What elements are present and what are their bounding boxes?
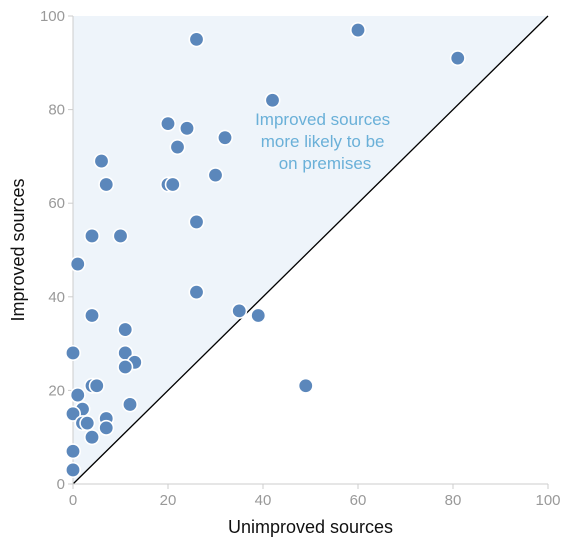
y-tick-label: 60: [48, 195, 65, 212]
x-tick-label: 20: [160, 492, 177, 509]
data-point: [65, 461, 82, 478]
data-point: [164, 176, 181, 193]
data-point: [98, 176, 115, 193]
y-tick-label: 0: [57, 476, 65, 493]
data-point: [179, 120, 196, 137]
data-point: [207, 167, 224, 184]
x-axis-title: Unimproved sources: [228, 517, 393, 537]
annotation-text: Improved sources more likely to be on pr…: [255, 110, 395, 173]
y-axis-title: Improved sources: [8, 178, 28, 321]
data-point: [65, 344, 82, 361]
x-tick-label: 100: [535, 492, 560, 509]
annotation-line-3: on premises: [279, 154, 372, 173]
x-axis-ticks: 0 20 40 60 80 100: [69, 484, 561, 509]
data-point: [117, 358, 134, 375]
data-point: [169, 139, 186, 156]
data-point: [84, 227, 101, 244]
data-point: [65, 405, 82, 422]
annotation-line-1: Improved sources: [255, 110, 390, 129]
data-point: [112, 227, 129, 244]
x-tick-label: 40: [255, 492, 272, 509]
x-tick-label: 80: [445, 492, 462, 509]
data-point: [69, 256, 86, 273]
y-axis-ticks: 0 20 40 60 80 100: [40, 8, 73, 493]
y-tick-label: 20: [48, 382, 65, 399]
data-point: [79, 415, 96, 432]
data-point: [93, 153, 110, 170]
y-tick-label: 80: [48, 102, 65, 119]
data-point: [69, 387, 86, 404]
x-tick-label: 60: [350, 492, 367, 509]
data-point: [188, 31, 205, 48]
data-point: [250, 307, 267, 324]
data-point: [88, 377, 105, 394]
equality-diagonal-line: [72, 15, 549, 485]
data-point: [117, 321, 134, 338]
y-tick-label: 40: [48, 289, 65, 306]
data-point: [264, 92, 281, 109]
data-point: [231, 302, 248, 319]
data-point: [217, 129, 234, 146]
data-point: [98, 419, 115, 436]
data-point: [65, 443, 82, 460]
annotation-line-2: more likely to be: [261, 132, 385, 151]
data-points: [65, 22, 466, 478]
data-point: [160, 115, 177, 132]
data-point: [297, 377, 314, 394]
data-point: [349, 22, 366, 39]
data-point: [188, 213, 205, 230]
y-tick-label: 100: [40, 8, 65, 25]
data-point: [188, 284, 205, 301]
data-point: [449, 50, 466, 67]
data-point: [84, 307, 101, 324]
data-point: [84, 429, 101, 446]
data-point: [122, 396, 139, 413]
x-tick-label: 0: [69, 492, 77, 509]
